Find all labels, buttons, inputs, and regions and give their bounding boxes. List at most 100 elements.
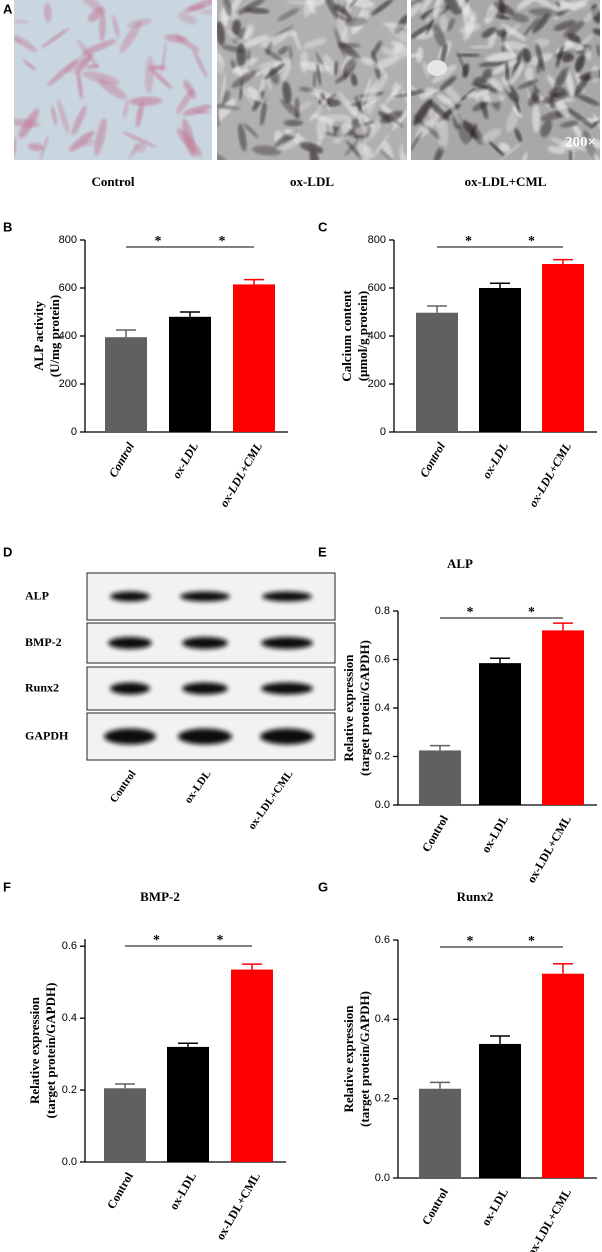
cell — [354, 127, 368, 136]
cell — [344, 140, 359, 156]
cell — [263, 48, 283, 62]
micrograph — [411, 0, 600, 160]
y-axis-label: Relative expression — [341, 1005, 356, 1113]
cell — [14, 19, 29, 24]
y-tick-label: 0.6 — [375, 934, 390, 946]
cell — [562, 54, 575, 63]
cell — [237, 123, 247, 152]
cell — [228, 0, 244, 16]
cell — [411, 89, 426, 97]
cell — [560, 120, 580, 128]
cell — [119, 21, 142, 53]
cell — [241, 35, 270, 48]
cell — [299, 141, 324, 154]
blot-band — [262, 591, 312, 602]
cell — [411, 23, 432, 39]
cell — [50, 105, 58, 126]
cell — [515, 98, 521, 114]
y-axis-label: (target protein/GAPDH) — [357, 991, 372, 1127]
cell — [590, 65, 600, 83]
cell — [382, 111, 404, 128]
cell — [553, 66, 569, 91]
cell — [337, 90, 355, 115]
cell — [260, 98, 267, 127]
group-label: Control — [108, 768, 139, 805]
blot-band — [182, 682, 228, 695]
x-tick-label: Control — [106, 439, 137, 479]
protein-label: BMP-2 — [25, 635, 62, 649]
bar — [231, 969, 273, 1162]
cell — [221, 90, 231, 106]
bar — [479, 663, 521, 805]
cell — [495, 29, 508, 39]
cell — [245, 86, 262, 102]
bar — [479, 1043, 521, 1178]
cell — [484, 1, 499, 24]
cell — [277, 8, 300, 22]
x-tick-label: ox-LDL — [479, 813, 511, 855]
cell — [372, 40, 382, 57]
cell — [584, 46, 592, 61]
cell — [173, 34, 201, 53]
cell — [361, 76, 373, 106]
y-tick-label: 400 — [368, 330, 386, 342]
cell — [309, 150, 320, 160]
group-label: ox-LDL — [290, 174, 334, 189]
cell — [472, 100, 489, 112]
cell — [350, 109, 370, 123]
x-tick-label: ox-LDL+CML — [217, 440, 265, 510]
cell — [333, 118, 352, 145]
cell — [431, 64, 457, 84]
cell — [310, 0, 328, 7]
blot-band — [110, 591, 150, 602]
cell — [482, 68, 493, 80]
cell — [283, 119, 303, 127]
cell — [217, 107, 220, 128]
x-tick-label: ox-LDL+CML — [526, 440, 574, 510]
cell — [316, 117, 327, 140]
cell — [562, 139, 587, 151]
cell — [439, 14, 448, 33]
y-axis-label: (target protein/GAPDH) — [357, 640, 372, 776]
cell — [524, 66, 534, 82]
magnification: 200× — [565, 134, 596, 150]
significance-label: * — [528, 605, 535, 620]
bar — [419, 750, 461, 805]
cell — [280, 98, 301, 119]
cell — [371, 134, 390, 159]
cell — [357, 137, 370, 160]
cell — [281, 57, 293, 81]
cell — [81, 39, 117, 56]
cell — [501, 76, 511, 94]
cell — [193, 110, 211, 114]
cell — [217, 21, 225, 46]
cell — [447, 17, 455, 32]
y-axis-label: ALP activity — [31, 301, 46, 371]
cell — [391, 40, 407, 58]
cell — [565, 41, 585, 51]
cell — [337, 42, 360, 59]
cell — [57, 98, 70, 134]
cell — [217, 42, 225, 67]
y-tick-label: 0.4 — [375, 702, 390, 714]
bar — [419, 1088, 461, 1178]
bar — [416, 312, 458, 432]
panel-letter: F — [3, 879, 11, 894]
micrograph — [217, 0, 407, 160]
significance-label: * — [465, 234, 472, 249]
cell — [14, 35, 38, 53]
cell — [128, 143, 139, 159]
y-tick-label: 0.0 — [375, 799, 390, 811]
cell — [236, 42, 246, 69]
cell — [596, 44, 600, 57]
cell — [535, 43, 545, 72]
cell — [122, 131, 157, 148]
blot-band — [180, 591, 230, 602]
y-tick-label: 0.8 — [375, 605, 390, 617]
cell — [392, 93, 407, 98]
cell — [298, 86, 314, 93]
cell — [568, 109, 592, 128]
cell — [485, 52, 517, 62]
x-tick-label: ox-LDL — [167, 1170, 199, 1212]
cell — [440, 43, 448, 63]
